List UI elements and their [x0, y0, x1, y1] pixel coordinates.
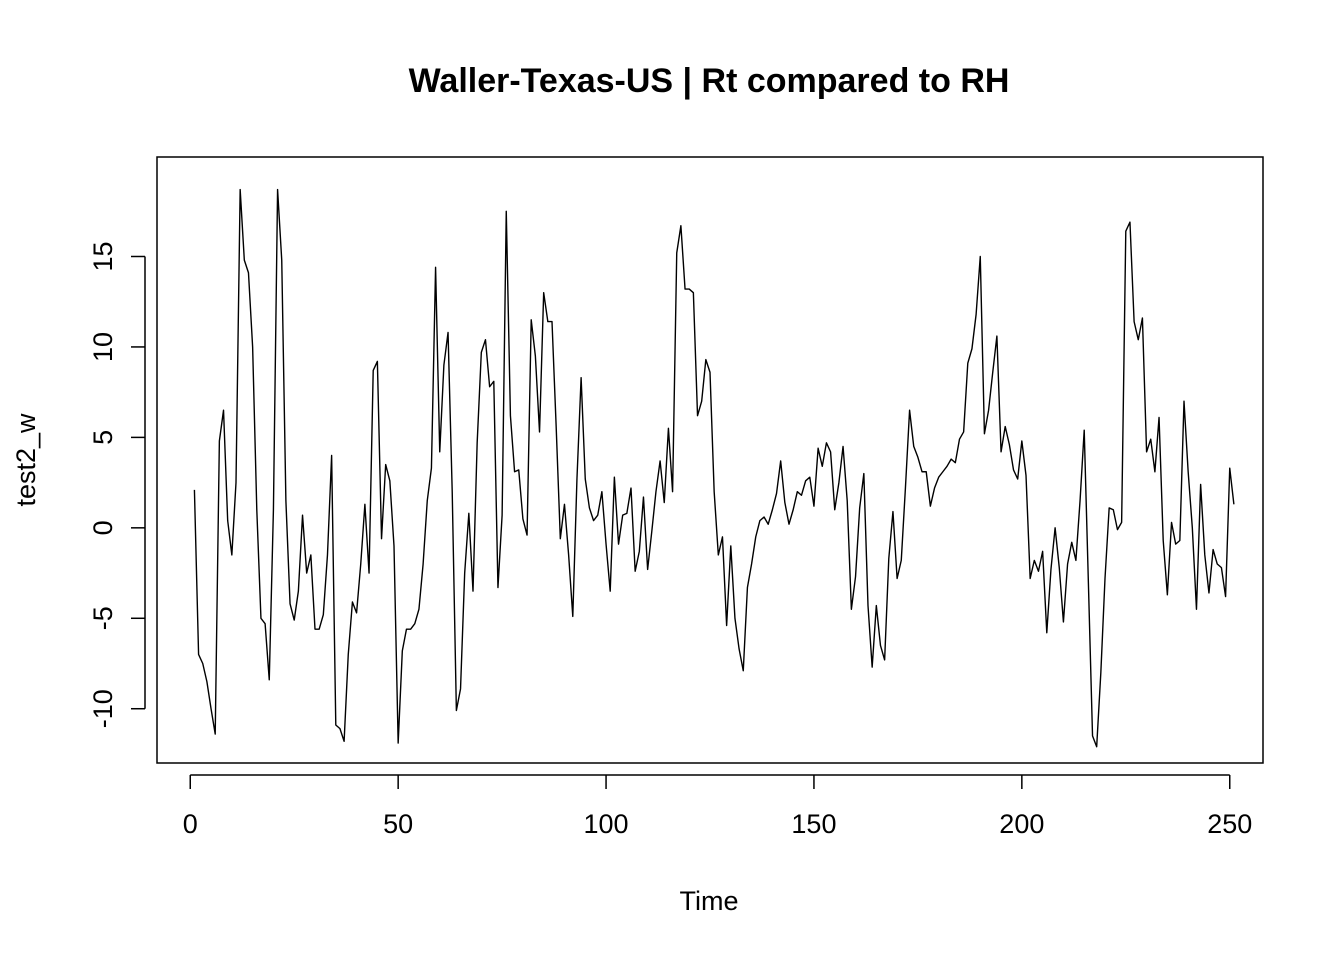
- x-tick-label: 150: [791, 809, 836, 839]
- series-line-test2_w: [193, 188, 1235, 748]
- y-tick-label: 10: [88, 332, 118, 362]
- y-tick-label: 5: [88, 430, 118, 445]
- x-tick-label: 200: [999, 809, 1044, 839]
- y-axis-label: test2_w: [11, 413, 41, 507]
- y-tick-label: -5: [88, 606, 118, 630]
- x-axis: 0 50 100 150 200 250: [183, 774, 1252, 839]
- x-axis-label: Time: [680, 886, 739, 916]
- chart-title: Waller-Texas-US | Rt compared to RH: [409, 62, 1010, 100]
- x-tick-label: 50: [383, 809, 413, 839]
- x-tick-label: 0: [183, 809, 198, 839]
- x-tick-label: 250: [1207, 809, 1252, 839]
- y-tick-label: -10: [88, 689, 118, 728]
- x-tick-label: 100: [584, 809, 629, 839]
- y-tick-label: 0: [88, 520, 118, 535]
- plot-frame: [156, 156, 1264, 764]
- y-axis: -10 -5 0 5 10 15: [88, 241, 146, 728]
- y-tick-label: 15: [88, 241, 118, 271]
